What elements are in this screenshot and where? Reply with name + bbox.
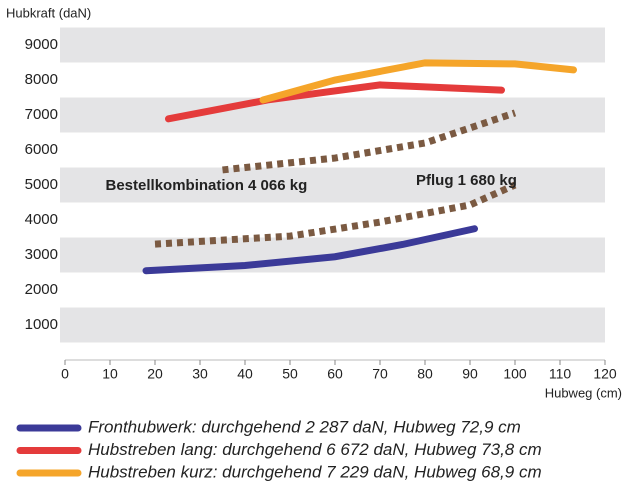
grid-band	[60, 27, 605, 63]
series-line	[142, 225, 478, 275]
y-tick-label: 9000	[25, 36, 58, 53]
annotation: Bestellkombination 4 066 kg	[106, 177, 308, 194]
y-tick-label: 5000	[25, 176, 58, 193]
y-tick-label: 6000	[25, 141, 58, 158]
x-tick-label: 80	[417, 366, 433, 382]
x-tick-label: 110	[549, 366, 572, 382]
y-axis-label: Hubkraft (daN)	[6, 5, 91, 20]
legend-label: Fronthubwerk: durchgehend 2 287 daN, Hub…	[88, 417, 521, 436]
series-line	[259, 59, 577, 104]
x-tick-label: 60	[327, 366, 343, 382]
annotation: Pflug 1 680 kg	[416, 172, 517, 189]
x-tick-label: 100	[503, 366, 527, 382]
y-tick-label: 8000	[25, 71, 58, 88]
x-tick-label: 0	[61, 366, 69, 382]
y-tick-label: 3000	[25, 246, 58, 263]
series-line	[165, 81, 505, 123]
x-tick-label: 30	[192, 366, 208, 382]
y-tick-label: 1000	[25, 316, 58, 333]
x-axis-label: Hubweg (cm)	[545, 385, 622, 400]
x-tick-label: 10	[102, 366, 118, 382]
grid-band	[60, 307, 605, 343]
grid-band	[60, 97, 605, 133]
y-tick-label: 7000	[25, 106, 58, 123]
x-tick-label: 90	[462, 366, 478, 382]
x-tick-label: 20	[147, 366, 163, 382]
x-tick-label: 120	[593, 366, 617, 382]
legend-label: Hubstreben lang: durchgehend 6 672 daN, …	[88, 440, 542, 459]
x-tick-label: 50	[282, 366, 298, 382]
x-tick-label: 70	[372, 366, 388, 382]
y-tick-label: 2000	[25, 281, 58, 298]
x-tick-label: 40	[237, 366, 253, 382]
legend-label: Hubstreben kurz: durchgehend 7 229 daN, …	[88, 462, 542, 481]
dotted-line	[154, 181, 517, 248]
dotted-line	[222, 109, 517, 174]
y-tick-label: 4000	[25, 211, 58, 228]
